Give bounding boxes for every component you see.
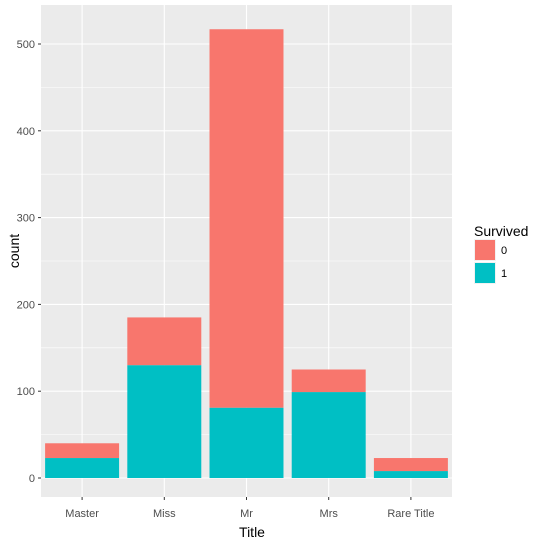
y-tick-label: 300 — [17, 213, 35, 225]
bar-rare-title-survived-1 — [373, 471, 448, 478]
x-axis: Master Miss Mr Mrs Rare Title — [65, 497, 434, 520]
y-tick-label: 200 — [17, 299, 35, 311]
bar-mrs-survived-0 — [291, 369, 366, 393]
legend-label: 1 — [501, 268, 507, 280]
x-tick-label: Master — [65, 508, 99, 520]
x-tick-label: Mrs — [320, 508, 339, 520]
legend: Survived 0 1 — [474, 223, 528, 284]
bar-rare-title-survived-0 — [373, 458, 448, 472]
bar-miss-survived-1 — [127, 365, 202, 478]
x-axis-title: Title — [239, 524, 265, 540]
legend-title: Survived — [474, 223, 528, 239]
x-tick-label: Miss — [153, 508, 176, 520]
legend-label: 0 — [501, 245, 507, 257]
y-tick-label: 100 — [17, 386, 35, 398]
bar-master-survived-0 — [45, 443, 120, 459]
legend-key-swatch — [475, 263, 495, 283]
bars-group — [45, 29, 448, 478]
y-axis: 0 100 200 300 400 500 — [17, 39, 41, 485]
x-tick-label: Rare Title — [387, 508, 434, 520]
y-tick-label: 400 — [17, 126, 35, 138]
y-axis-title: count — [6, 234, 22, 268]
legend-key-swatch — [475, 240, 495, 260]
y-tick-label: 0 — [29, 473, 35, 485]
bar-miss-survived-0 — [127, 317, 202, 366]
bar-mr-survived-1 — [209, 407, 284, 478]
bar-mr-survived-0 — [209, 29, 284, 408]
x-tick-label: Mr — [240, 508, 253, 520]
bar-mrs-survived-1 — [291, 392, 366, 478]
bar-master-survived-1 — [45, 458, 120, 478]
y-tick-label: 500 — [17, 39, 35, 51]
